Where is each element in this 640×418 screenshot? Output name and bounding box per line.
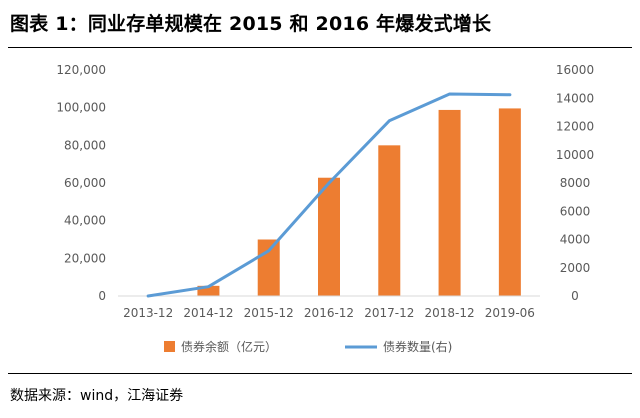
right-axis-tick-label: 10000 xyxy=(556,148,594,162)
right-axis-tick-label: 2000 xyxy=(560,261,591,275)
left-axis-tick-label: 40,000 xyxy=(64,214,106,228)
right-axis-tick-label: 4000 xyxy=(560,233,591,247)
bar-2016-12 xyxy=(318,177,340,296)
left-axis-tick-label: 0 xyxy=(98,289,106,303)
left-axis-tick-label: 60,000 xyxy=(64,176,106,190)
bar-2019-06 xyxy=(498,108,521,296)
left-axis-tick-label: 100,000 xyxy=(56,101,106,115)
line-series-count xyxy=(146,92,512,298)
x-axis-tick-label: 2015-12 xyxy=(244,306,294,320)
bar-2015-12 xyxy=(257,239,280,296)
left-axis-tick-label: 120,000 xyxy=(56,63,106,77)
right-axis-tick-label: 12000 xyxy=(556,120,594,134)
x-axis-tick-label: 2013-12 xyxy=(123,306,173,320)
title-rule xyxy=(8,47,632,48)
right-axis-tick-label: 8000 xyxy=(560,176,591,190)
legend-bar-label: 债券余额（亿元） xyxy=(181,339,277,354)
right-axis-tick-label: 16000 xyxy=(556,63,594,77)
legend-line-label: 债券数量(右) xyxy=(383,339,452,354)
right-axis-tick-label: 6000 xyxy=(560,204,591,218)
x-axis-tick-label: 2017-12 xyxy=(364,306,414,320)
data-source-note: 数据来源：wind，江海证券 xyxy=(10,388,184,404)
chart-title: 图表 1：同业存单规模在 2015 和 2016 年爆发式增长 xyxy=(10,13,492,35)
bottom-rule xyxy=(8,373,632,374)
bar-2014-12 xyxy=(197,285,220,296)
left-axis-tick-label: 20,000 xyxy=(64,251,106,265)
left-axis-tick-label: 80,000 xyxy=(64,138,106,152)
x-axis-tick-label: 2014-12 xyxy=(183,306,233,320)
legend-bar-swatch xyxy=(164,341,175,352)
bar-2018-12 xyxy=(438,109,461,296)
x-axis-tick-label: 2019-06 xyxy=(485,306,535,320)
x-axis-tick-label: 2018-12 xyxy=(425,306,475,320)
x-axis-tick-label: 2016-12 xyxy=(304,306,354,320)
right-axis-tick-label: 0 xyxy=(571,289,579,303)
bar-2017-12 xyxy=(378,145,401,296)
right-axis-tick-label: 14000 xyxy=(556,91,594,105)
combo-chart: 020,00040,00060,00080,000100,000120,000 … xyxy=(56,63,594,354)
